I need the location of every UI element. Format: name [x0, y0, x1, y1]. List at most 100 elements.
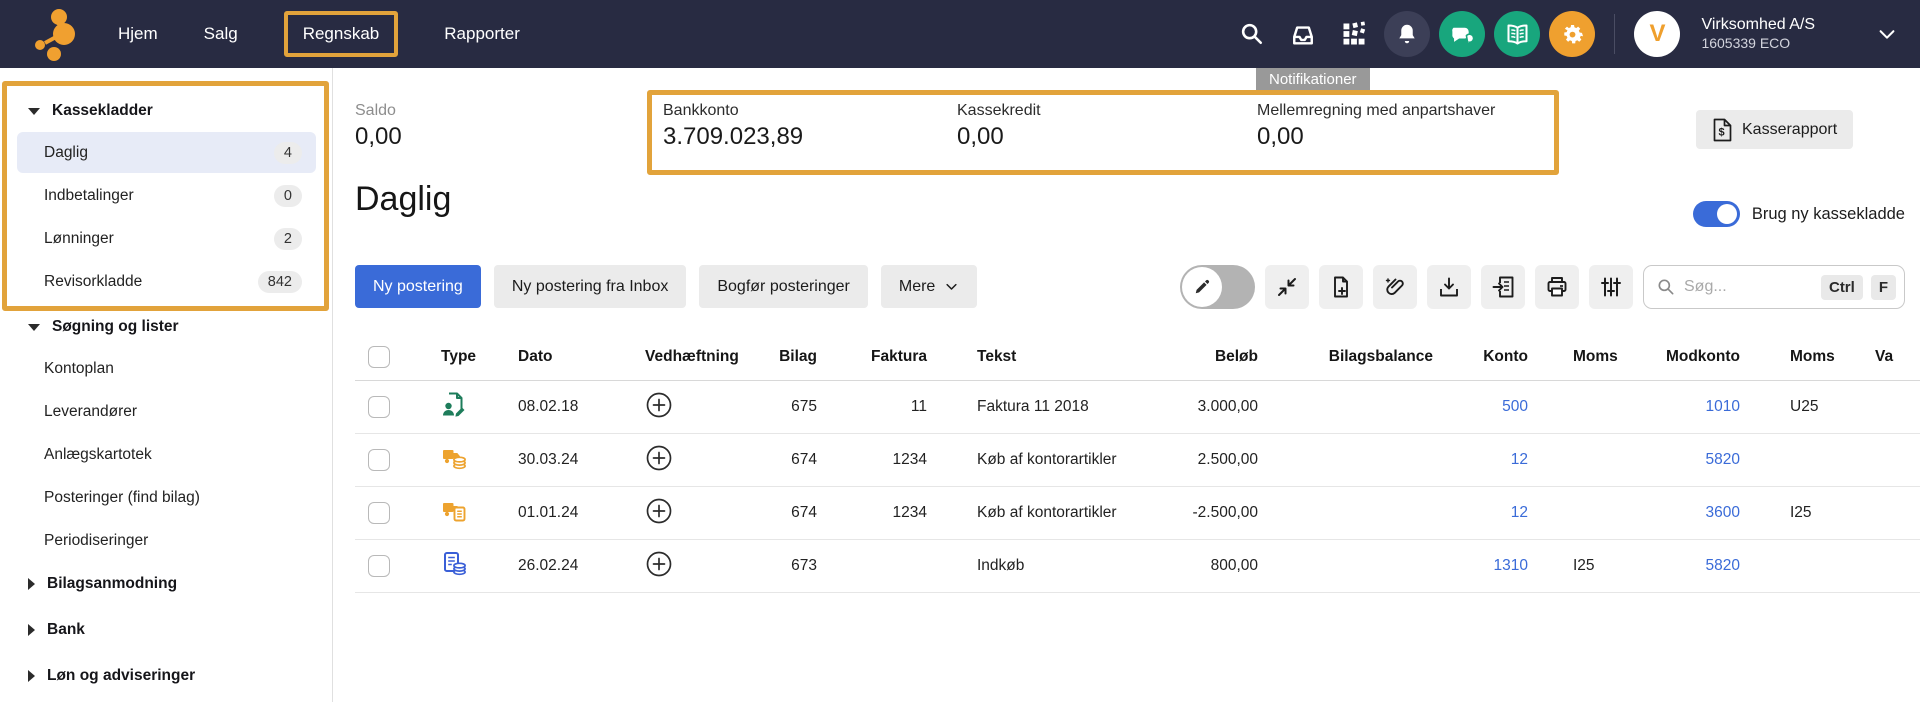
add-attachment-button[interactable] [645, 444, 673, 472]
sidebar-item-posteringer[interactable]: Posteringer (find bilag) [17, 477, 316, 518]
company-id: 1605339 ECO [1701, 35, 1815, 53]
export-button[interactable] [1481, 265, 1525, 309]
row-checkbox[interactable] [368, 396, 390, 418]
contra-account-link[interactable]: 5820 [1706, 557, 1740, 574]
row-checkbox[interactable] [368, 502, 390, 524]
sidebar-section-bank[interactable]: Bank [0, 611, 332, 649]
new-posting-button[interactable]: Ny postering [355, 265, 481, 308]
sidebar-item-leverandorer[interactable]: Leverandører [17, 391, 316, 432]
search-button[interactable] [1231, 13, 1273, 55]
print-button[interactable] [1535, 265, 1579, 309]
table-search: Ctrl F [1643, 265, 1905, 309]
support-chat-button[interactable] [1439, 11, 1485, 57]
inbox-icon [1289, 20, 1317, 48]
book-icon [1504, 21, 1531, 48]
kassekredit-cell: Kassekredit 0,00 [957, 102, 1041, 151]
finance-voucher-icon [441, 550, 468, 577]
add-attachment-button[interactable] [645, 497, 673, 525]
apps-button[interactable] [1333, 13, 1375, 55]
sliders-icon [1599, 275, 1623, 299]
bankkonto-cell: Bankkonto 3.709.023,89 [663, 102, 803, 151]
count-badge: 842 [258, 271, 302, 293]
contra-account-link[interactable]: 3600 [1706, 504, 1740, 521]
app-logo-icon[interactable] [30, 7, 76, 61]
table-row[interactable]: 30.03.24 674 1234 Køb af kontorartikler … [355, 434, 1920, 487]
gear-icon [1559, 21, 1586, 48]
chevron-down-icon[interactable] [1876, 23, 1898, 45]
main-content: Saldo 0,00 Bankkonto 3.709.023,89 Kassek… [333, 68, 1920, 702]
company-avatar[interactable]: V [1634, 11, 1680, 57]
actions-row: Ny postering Ny postering fra Inbox Bogf… [355, 265, 977, 308]
nav-item-regnskab[interactable]: Regnskab [284, 11, 399, 57]
printer-icon [1545, 275, 1569, 299]
inbox-button[interactable] [1282, 13, 1324, 55]
attachments-button[interactable] [1373, 265, 1417, 309]
ctrl-key-badge: Ctrl [1821, 275, 1863, 300]
table-row[interactable]: 01.01.24 674 1234 Køb af kontorartikler … [355, 487, 1920, 540]
saldo-value: 0,00 [355, 123, 402, 151]
column-settings-button[interactable] [1589, 265, 1633, 309]
help-book-button[interactable] [1494, 11, 1540, 57]
new-voucher-button[interactable] [1319, 265, 1363, 309]
table-row[interactable]: 26.02.24 673 Indkøb 800,00 1310 I25 5820 [355, 540, 1920, 593]
export-document-icon [1491, 275, 1515, 299]
account-link[interactable]: 500 [1502, 398, 1528, 415]
sidebar-section-kassekladder[interactable]: Kassekladder [0, 92, 332, 130]
mellemregning-cell: Mellemregning med anpartshaver 0,00 [1257, 102, 1495, 151]
sidebar: Kassekladder Daglig 4 Indbetalinger 0 Lø… [0, 68, 333, 702]
contra-account-link[interactable]: 5820 [1706, 451, 1740, 468]
add-attachment-button[interactable] [645, 550, 673, 578]
nav-item-hjem[interactable]: Hjem [118, 14, 158, 54]
account-link[interactable]: 12 [1511, 451, 1528, 468]
contra-account-link[interactable]: 1010 [1706, 398, 1740, 415]
company-selector[interactable]: Virksomhed A/S 1605339 ECO [1701, 15, 1815, 53]
search-input[interactable] [1684, 278, 1813, 296]
nav-item-salg[interactable]: Salg [204, 14, 238, 54]
sidebar-item-daglig[interactable]: Daglig 4 [17, 132, 316, 173]
book-postings-button[interactable]: Bogfør posteringer [699, 265, 868, 308]
bell-icon [1394, 21, 1420, 47]
row-checkbox[interactable] [368, 449, 390, 471]
select-all-checkbox[interactable] [368, 346, 390, 368]
sidebar-section-sogning-og-lister[interactable]: Søgning og lister [0, 308, 332, 346]
notifications-button[interactable] [1384, 11, 1430, 57]
new-document-icon [1329, 275, 1353, 299]
sidebar-item-revisorkladde[interactable]: Revisorkladde 842 [17, 261, 316, 302]
row-checkbox[interactable] [368, 555, 390, 577]
pencil-icon [1192, 277, 1212, 297]
chevron-down-icon [944, 279, 959, 294]
svg-text:$: $ [1719, 126, 1725, 138]
toggle-knob [1717, 204, 1737, 224]
sidebar-section-bilagsanmodning[interactable]: Bilagsanmodning [0, 565, 332, 603]
caret-down-icon [28, 108, 40, 115]
f-key-badge: F [1871, 275, 1896, 300]
new-kassekladde-toggle[interactable] [1693, 201, 1740, 227]
settings-button[interactable] [1549, 11, 1595, 57]
new-posting-from-inbox-button[interactable]: Ny postering fra Inbox [494, 265, 687, 308]
collapse-rows-button[interactable] [1265, 265, 1309, 309]
caret-right-icon [28, 624, 35, 636]
table-row[interactable]: 08.02.18 675 11 Faktura 11 2018 3.000,00… [355, 381, 1920, 434]
collapse-icon [1275, 275, 1299, 299]
edit-mode-toggle[interactable] [1180, 265, 1255, 309]
paperclip-icon [1383, 275, 1407, 299]
sidebar-item-anlaegskartotek[interactable]: Anlægskartotek [17, 434, 316, 475]
account-link[interactable]: 1310 [1494, 557, 1528, 574]
chat-icon [1449, 21, 1476, 48]
sidebar-item-periodiseringer[interactable]: Periodiseringer [17, 520, 316, 561]
account-link[interactable]: 12 [1511, 504, 1528, 521]
plus-circle-icon [645, 497, 673, 525]
nav-item-rapporter[interactable]: Rapporter [444, 14, 520, 54]
download-icon [1437, 275, 1461, 299]
more-button[interactable]: Mere [881, 265, 977, 308]
kasserapport-button[interactable]: $ Kasserapport [1696, 110, 1853, 149]
import-button[interactable] [1427, 265, 1471, 309]
count-badge: 4 [274, 142, 302, 164]
sidebar-item-indbetalinger[interactable]: Indbetalinger 0 [17, 175, 316, 216]
sidebar-section-lon-og-adviseringer[interactable]: Løn og adviseringer [0, 657, 332, 695]
sidebar-item-kontoplan[interactable]: Kontoplan [17, 348, 316, 389]
add-attachment-button[interactable] [645, 391, 673, 419]
sidebar-item-lonninger[interactable]: Lønninger 2 [17, 218, 316, 259]
top-navbar: Hjem Salg Regnskab Rapporter [0, 0, 1920, 68]
search-icon [1656, 277, 1676, 297]
